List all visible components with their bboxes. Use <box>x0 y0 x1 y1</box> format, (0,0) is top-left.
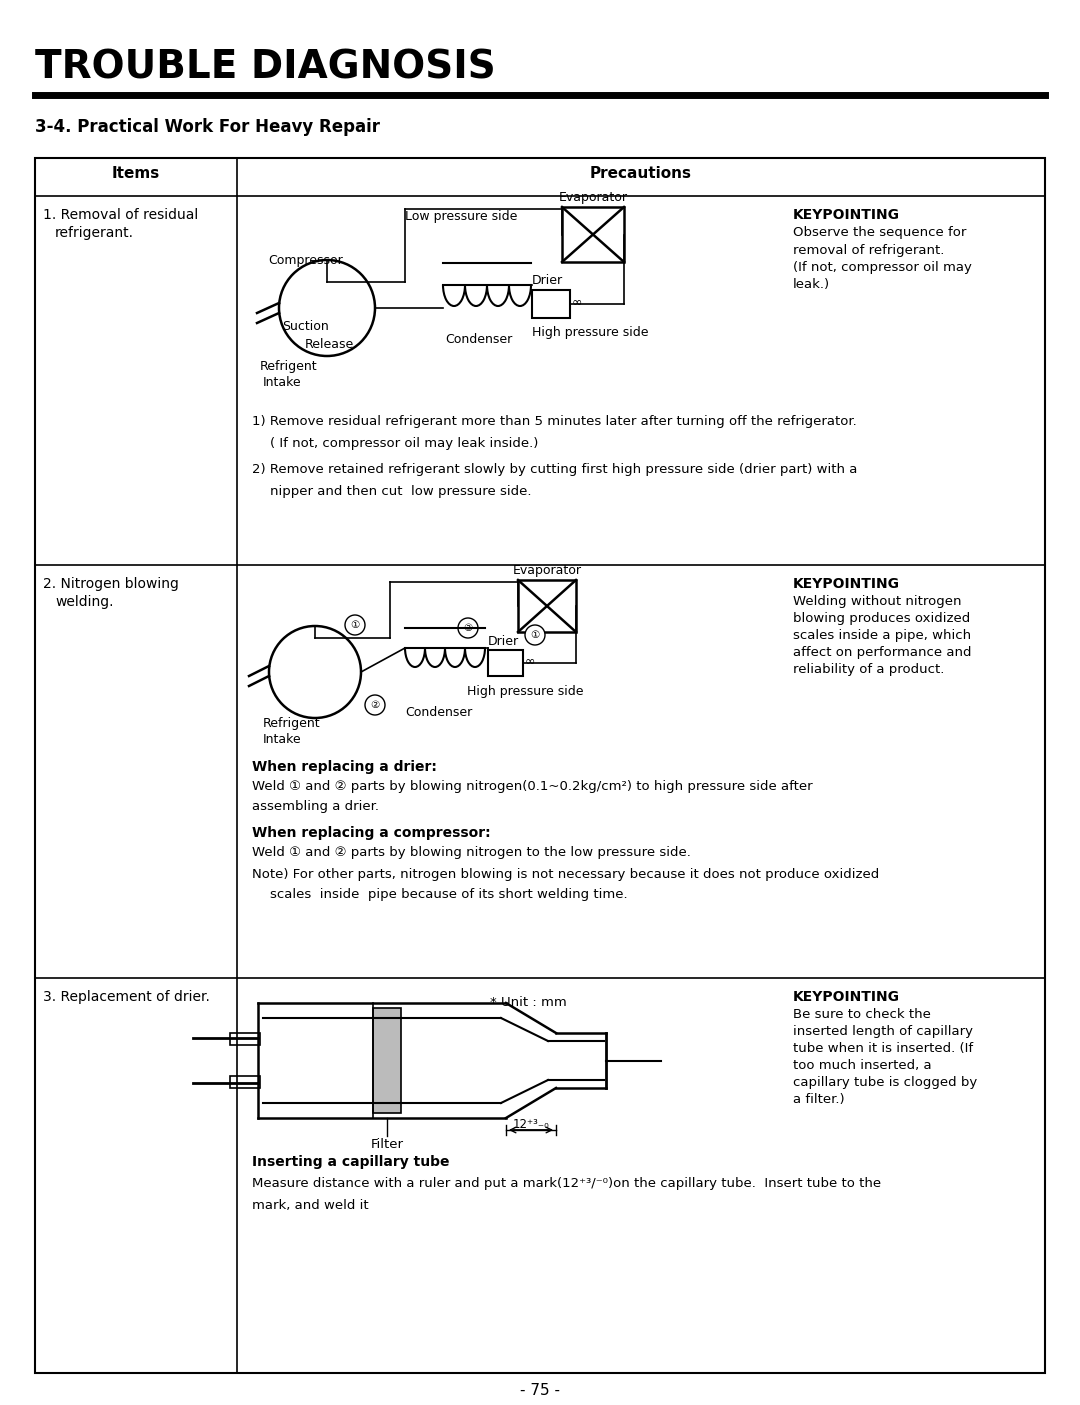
Text: Measure distance with a ruler and put a mark(12⁺³/⁻⁰)on the capillary tube.  Ins: Measure distance with a ruler and put a … <box>252 1177 881 1190</box>
Text: 12⁺³₋₀: 12⁺³₋₀ <box>513 1118 550 1131</box>
Text: Weld ① and ② parts by blowing nitrogen to the low pressure side.: Weld ① and ② parts by blowing nitrogen t… <box>252 846 691 858</box>
Bar <box>230 1076 260 1087</box>
Text: Evaporator: Evaporator <box>558 191 627 204</box>
Text: ∞: ∞ <box>572 295 582 308</box>
Text: Release: Release <box>305 339 354 351</box>
Text: Condenser: Condenser <box>445 333 512 346</box>
Text: KEYPOINTING: KEYPOINTING <box>793 208 900 222</box>
Text: - 75 -: - 75 - <box>519 1383 561 1398</box>
Text: (If not, compressor oil may: (If not, compressor oil may <box>793 261 972 274</box>
Text: Refrigent: Refrigent <box>260 360 318 372</box>
Text: Compressor: Compressor <box>268 254 342 267</box>
Text: affect on performance and: affect on performance and <box>793 646 972 659</box>
Text: 3. Replacement of drier.: 3. Replacement of drier. <box>43 991 210 1005</box>
Text: tube when it is inserted. (If: tube when it is inserted. (If <box>793 1043 973 1055</box>
Text: Drier: Drier <box>488 635 519 648</box>
Bar <box>562 207 624 261</box>
Circle shape <box>345 615 365 635</box>
Text: 3-4. Practical Work For Heavy Repair: 3-4. Practical Work For Heavy Repair <box>35 118 380 136</box>
Text: removal of refrigerant.: removal of refrigerant. <box>793 244 944 257</box>
Text: KEYPOINTING: KEYPOINTING <box>793 577 900 592</box>
Text: ①: ① <box>350 620 360 629</box>
Text: Weld ① and ② parts by blowing nitrogen(0.1~0.2kg/cm²) to high pressure side afte: Weld ① and ② parts by blowing nitrogen(0… <box>252 780 812 792</box>
Text: Items: Items <box>112 166 160 181</box>
Text: inserted length of capillary: inserted length of capillary <box>793 1026 973 1038</box>
Text: TROUBLE DIAGNOSIS: TROUBLE DIAGNOSIS <box>35 48 496 86</box>
Text: nipper and then cut  low pressure side.: nipper and then cut low pressure side. <box>270 485 531 497</box>
Text: Low pressure side: Low pressure side <box>405 209 517 223</box>
Text: ②: ② <box>463 622 473 634</box>
Text: blowing produces oxidized: blowing produces oxidized <box>793 613 970 625</box>
Text: a filter.): a filter.) <box>793 1093 845 1106</box>
Text: Intake: Intake <box>264 377 301 389</box>
Text: Observe the sequence for: Observe the sequence for <box>793 226 967 239</box>
Circle shape <box>365 695 384 715</box>
Bar <box>532 289 570 318</box>
Text: ∞: ∞ <box>525 653 536 667</box>
Circle shape <box>458 618 478 638</box>
Text: reliability of a product.: reliability of a product. <box>793 663 944 676</box>
Text: mark, and weld it: mark, and weld it <box>252 1198 368 1213</box>
Text: Precautions: Precautions <box>590 166 692 181</box>
Text: 1. Removal of residual: 1. Removal of residual <box>43 208 199 222</box>
Text: Evaporator: Evaporator <box>513 563 581 577</box>
Text: When replacing a compressor:: When replacing a compressor: <box>252 826 490 840</box>
Text: KEYPOINTING: KEYPOINTING <box>793 991 900 1005</box>
Text: When replacing a drier:: When replacing a drier: <box>252 760 437 774</box>
Text: * Unit : mm: * Unit : mm <box>490 996 567 1009</box>
Text: welding.: welding. <box>55 594 113 608</box>
Text: Refrigent: Refrigent <box>264 717 321 731</box>
Text: High pressure side: High pressure side <box>532 326 648 339</box>
Text: High pressure side: High pressure side <box>467 686 583 698</box>
Bar <box>230 1033 260 1045</box>
Bar <box>488 651 523 676</box>
Text: Note) For other parts, nitrogen blowing is not necessary because it does not pro: Note) For other parts, nitrogen blowing … <box>252 868 879 881</box>
Text: 2) Remove retained refrigerant slowly by cutting first high pressure side (drier: 2) Remove retained refrigerant slowly by… <box>252 464 858 476</box>
Text: ②: ② <box>370 700 380 710</box>
Text: ①: ① <box>530 629 540 641</box>
Bar <box>35 157 1045 1373</box>
Text: Suction: Suction <box>282 320 328 333</box>
Text: scales  inside  pipe because of its short welding time.: scales inside pipe because of its short … <box>270 888 627 901</box>
Text: capillary tube is clogged by: capillary tube is clogged by <box>793 1076 977 1089</box>
Text: leak.): leak.) <box>793 278 831 291</box>
Text: Be sure to check the: Be sure to check the <box>793 1007 931 1021</box>
Text: Welding without nitrogen: Welding without nitrogen <box>793 594 961 608</box>
Text: assembling a drier.: assembling a drier. <box>252 799 379 813</box>
Text: 1) Remove residual refrigerant more than 5 minutes later after turning off the r: 1) Remove residual refrigerant more than… <box>252 414 856 429</box>
Text: scales inside a pipe, which: scales inside a pipe, which <box>793 629 971 642</box>
Text: 2. Nitrogen blowing: 2. Nitrogen blowing <box>43 577 179 592</box>
Text: Drier: Drier <box>532 274 563 287</box>
Text: Condenser: Condenser <box>405 705 472 719</box>
Text: Intake: Intake <box>264 733 301 746</box>
Polygon shape <box>373 1007 401 1113</box>
Circle shape <box>525 625 545 645</box>
Text: Inserting a capillary tube: Inserting a capillary tube <box>252 1155 449 1169</box>
Text: refrigerant.: refrigerant. <box>55 226 134 240</box>
Bar <box>518 580 576 632</box>
Text: ( If not, compressor oil may leak inside.): ( If not, compressor oil may leak inside… <box>270 437 538 450</box>
Text: Filter: Filter <box>370 1138 404 1151</box>
Text: too much inserted, a: too much inserted, a <box>793 1059 932 1072</box>
